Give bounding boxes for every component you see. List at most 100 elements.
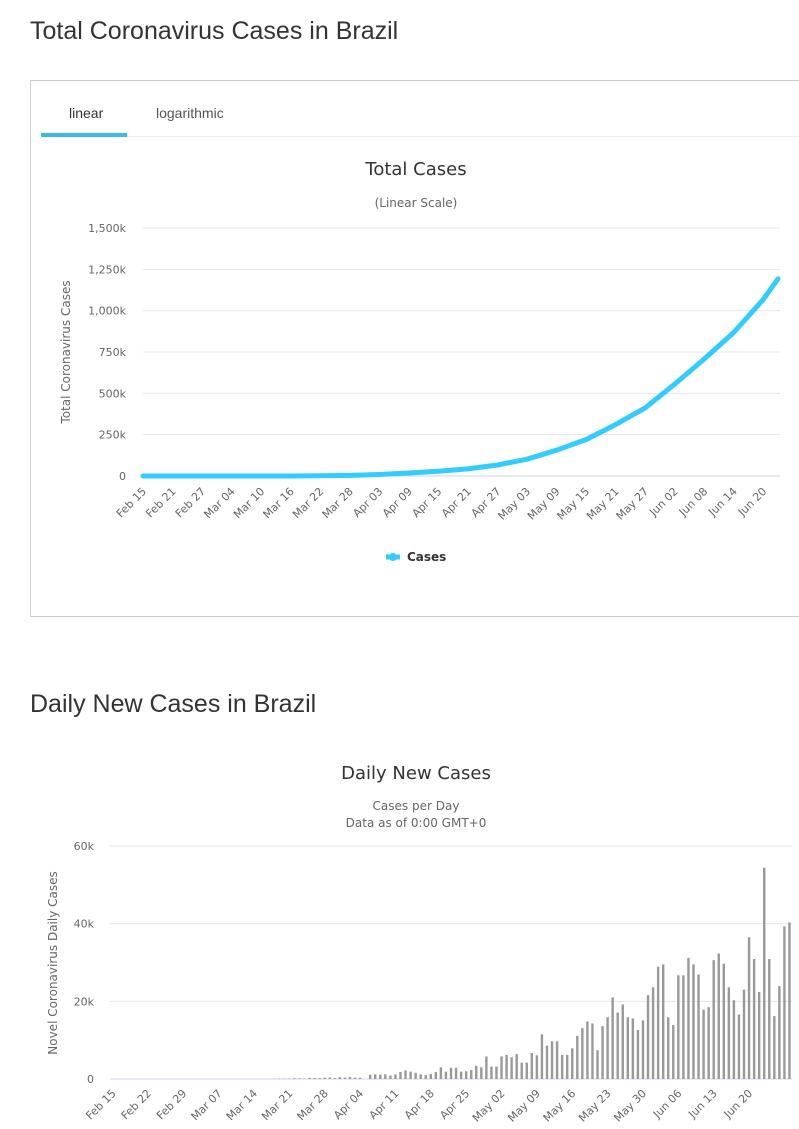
daily-bar xyxy=(560,1054,564,1079)
daily-bar xyxy=(596,1050,599,1079)
daily-bar xyxy=(773,1016,776,1079)
tab-logarithmic[interactable]: logarithmic xyxy=(156,105,224,121)
daily-bar xyxy=(439,1067,443,1079)
y-tick-label: 500k xyxy=(99,387,127,400)
y-axis-label: Total Coronavirus Cases xyxy=(59,280,73,424)
legend-marker-icon xyxy=(389,553,397,561)
daily-bar xyxy=(535,1055,539,1079)
x-tick-label: Apr 04 xyxy=(331,1087,366,1122)
x-tick-label: Mar 28 xyxy=(295,1087,331,1123)
daily-bar xyxy=(677,975,680,1079)
y-tick-label: 250k xyxy=(99,429,127,442)
x-tick-label: Jun 13 xyxy=(685,1087,719,1121)
daily-bar xyxy=(480,1067,483,1079)
daily-bar xyxy=(530,1052,534,1079)
x-tick-label: May 30 xyxy=(611,1087,649,1125)
daily-bar xyxy=(414,1072,417,1079)
x-tick-label: Mar 07 xyxy=(188,1087,224,1123)
daily-bar xyxy=(515,1054,518,1079)
daily-bar xyxy=(399,1072,402,1079)
y-tick-label: 0 xyxy=(119,470,126,483)
daily-bar xyxy=(459,1071,463,1079)
daily-bar xyxy=(682,975,685,1079)
daily-bar xyxy=(490,1066,493,1079)
chart-subtitle: (Linear Scale) xyxy=(375,196,458,210)
daily-bar xyxy=(752,959,756,1079)
y-tick-label: 0 xyxy=(87,1073,94,1086)
daily-bar xyxy=(470,1070,473,1079)
y-tick-label: 40k xyxy=(74,918,95,931)
chart-subtitle-date: Data as of 0:00 GMT+0 xyxy=(346,816,487,830)
daily-bar xyxy=(621,1004,624,1079)
daily-bar xyxy=(717,953,720,1079)
x-tick-label: Jun 20 xyxy=(721,1087,755,1121)
total-cases-heading: Total Coronavirus Cases in Brazil xyxy=(30,17,399,45)
daily-bar xyxy=(651,987,655,1079)
daily-bar xyxy=(374,1074,377,1079)
daily-bar xyxy=(500,1056,503,1079)
daily-bar xyxy=(586,1021,589,1079)
daily-bar xyxy=(323,1077,326,1079)
daily-bar xyxy=(353,1077,357,1079)
daily-bar xyxy=(656,966,660,1079)
total-cases-chart: Total Cases (Linear Scale) 0 250k 500k 750k 1,… xyxy=(59,159,781,564)
daily-bar xyxy=(763,867,766,1079)
daily-bar xyxy=(434,1072,438,1079)
daily-bar xyxy=(298,1078,301,1079)
daily-bar xyxy=(358,1077,362,1079)
daily-bar xyxy=(384,1074,387,1079)
daily-bar xyxy=(464,1071,468,1079)
daily-bar xyxy=(727,987,731,1079)
total-cases-chart-panel: linear logarithmic xyxy=(30,80,799,617)
daily-bar xyxy=(318,1078,321,1079)
tab-linear[interactable]: linear xyxy=(69,105,104,121)
daily-bar xyxy=(328,1077,331,1079)
daily-bar xyxy=(449,1067,453,1079)
daily-bar xyxy=(505,1054,508,1079)
daily-bar xyxy=(768,959,771,1079)
daily-bar xyxy=(641,1020,645,1079)
scale-tabs: linear logarithmic xyxy=(41,103,799,137)
daily-bar xyxy=(540,1034,544,1079)
daily-bar xyxy=(520,1062,523,1079)
chart-subtitle: Cases per Day xyxy=(373,799,460,813)
daily-bar xyxy=(707,1007,710,1079)
daily-bar xyxy=(555,1041,559,1079)
daily-bar xyxy=(313,1077,316,1079)
daily-bar xyxy=(510,1057,513,1079)
daily-bar xyxy=(293,1078,296,1079)
daily-bar xyxy=(712,960,715,1079)
x-tick-label: May 16 xyxy=(541,1087,579,1125)
x-tick-label: May 09 xyxy=(505,1087,543,1125)
daily-bar xyxy=(616,1012,619,1079)
daily-bar xyxy=(747,937,751,1079)
y-tick-label: 750k xyxy=(99,346,127,359)
x-tick-label: Apr 25 xyxy=(437,1087,472,1122)
daily-bar xyxy=(646,995,650,1079)
daily-bar xyxy=(394,1074,397,1079)
daily-bar xyxy=(424,1075,427,1079)
daily-bar xyxy=(591,1023,594,1079)
daily-bar xyxy=(379,1074,382,1079)
daily-bar xyxy=(525,1062,528,1079)
daily-bar xyxy=(576,1035,579,1079)
x-tick-label: Apr 11 xyxy=(367,1087,402,1122)
y-tick-label: 1,250k xyxy=(88,263,126,276)
daily-bar xyxy=(697,974,700,1079)
chart-title: Daily New Cases xyxy=(341,763,491,784)
x-tick-label: May 02 xyxy=(470,1087,508,1125)
daily-bar xyxy=(475,1065,478,1079)
y-tick-label: 60k xyxy=(74,840,95,853)
daily-bar xyxy=(732,1000,736,1079)
daily-bar xyxy=(389,1075,392,1079)
daily-bar xyxy=(702,1009,705,1079)
daily-bar xyxy=(409,1071,412,1079)
daily-bar xyxy=(757,992,761,1079)
daily-bar xyxy=(778,986,781,1079)
daily-bar xyxy=(338,1077,342,1079)
y-tick-label: 1,500k xyxy=(88,222,126,235)
daily-bar xyxy=(687,957,690,1079)
daily-bar xyxy=(333,1078,337,1079)
x-tick-label: Mar 14 xyxy=(224,1087,260,1123)
